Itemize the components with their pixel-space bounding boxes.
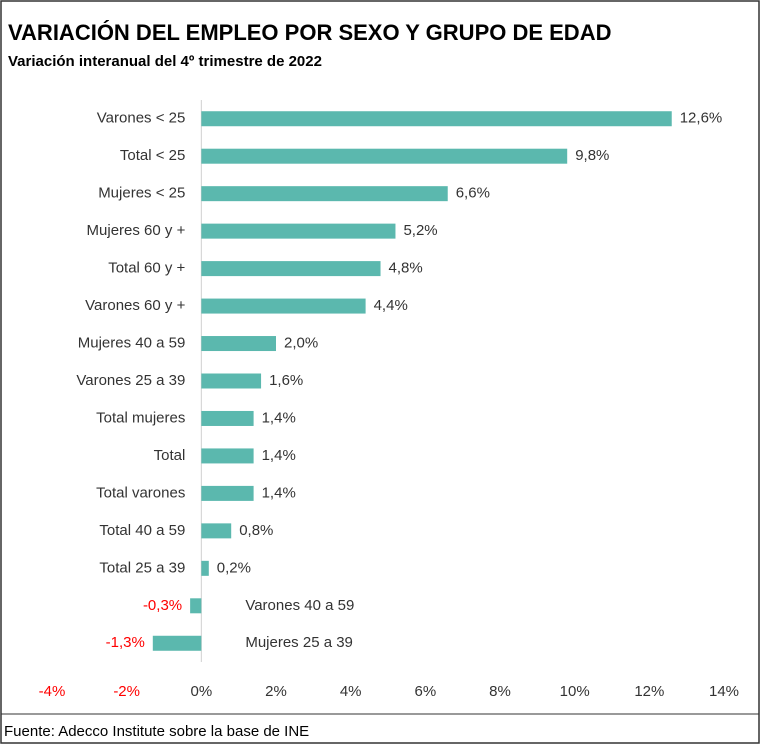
- bar: [201, 523, 232, 539]
- bar: [201, 186, 448, 202]
- bar: [201, 223, 396, 239]
- category-label: Mujeres 40 a 59: [78, 335, 186, 352]
- value-label: 2,0%: [284, 335, 318, 352]
- category-label: Varones 60 y +: [85, 297, 185, 314]
- value-label: 4,4%: [374, 297, 408, 314]
- chart-title: VARIACIÓN DEL EMPLEO POR SEXO Y GRUPO DE…: [8, 20, 611, 45]
- value-label: 1,4%: [262, 409, 296, 426]
- value-label: -0,3%: [143, 597, 182, 614]
- bar: [201, 298, 366, 314]
- value-label: 0,2%: [217, 559, 251, 576]
- x-tick-label: 4%: [340, 683, 362, 700]
- x-tick-label: -2%: [113, 683, 140, 700]
- category-label: Total varones: [96, 484, 185, 501]
- value-label: 4,8%: [389, 260, 423, 277]
- category-label: Varones 25 a 39: [76, 372, 185, 389]
- bar: [201, 336, 276, 352]
- category-label: Total mujeres: [96, 409, 185, 426]
- x-tick-label: 0%: [190, 683, 212, 700]
- category-label: Varones 40 a 59: [245, 597, 354, 614]
- category-label: Total 40 a 59: [99, 522, 185, 539]
- bar: [201, 448, 254, 464]
- bar: [201, 410, 254, 426]
- bar: [201, 560, 209, 576]
- value-label: 12,6%: [680, 110, 723, 127]
- value-label: 5,2%: [403, 222, 437, 239]
- source: Fuente: Adecco Institute sobre la base d…: [4, 723, 309, 740]
- bar: [190, 598, 202, 614]
- value-label: 1,4%: [262, 447, 296, 464]
- category-label: Total < 25: [120, 147, 185, 164]
- chart-subtitle: Variación interanual del 4º trimestre de…: [8, 53, 322, 70]
- bar: [201, 111, 672, 127]
- category-label: Mujeres < 25: [98, 185, 185, 202]
- x-tick-label: 10%: [560, 683, 590, 700]
- x-tick-label: 8%: [489, 683, 511, 700]
- x-tick-label: 12%: [634, 683, 664, 700]
- value-label: 1,6%: [269, 372, 303, 389]
- x-tick-label: 14%: [709, 683, 739, 700]
- category-label: Varones < 25: [97, 110, 186, 127]
- bar: [201, 373, 262, 389]
- value-label: 9,8%: [575, 147, 609, 164]
- category-label: Total: [154, 447, 186, 464]
- value-label: 6,6%: [456, 185, 490, 202]
- x-tick-label: 2%: [265, 683, 287, 700]
- category-label: Mujeres 25 a 39: [245, 634, 353, 651]
- bar: [201, 261, 381, 277]
- category-label: Total 25 a 39: [99, 559, 185, 576]
- bar: [201, 148, 568, 164]
- value-label: -1,3%: [106, 634, 145, 651]
- bar: [201, 485, 254, 501]
- category-label: Total 60 y +: [108, 260, 185, 277]
- value-label: 0,8%: [239, 522, 273, 539]
- bar: [152, 635, 202, 651]
- x-tick-label: -4%: [39, 683, 66, 700]
- x-tick-label: 6%: [414, 683, 436, 700]
- category-label: Mujeres 60 y +: [87, 222, 186, 239]
- value-label: 1,4%: [262, 484, 296, 501]
